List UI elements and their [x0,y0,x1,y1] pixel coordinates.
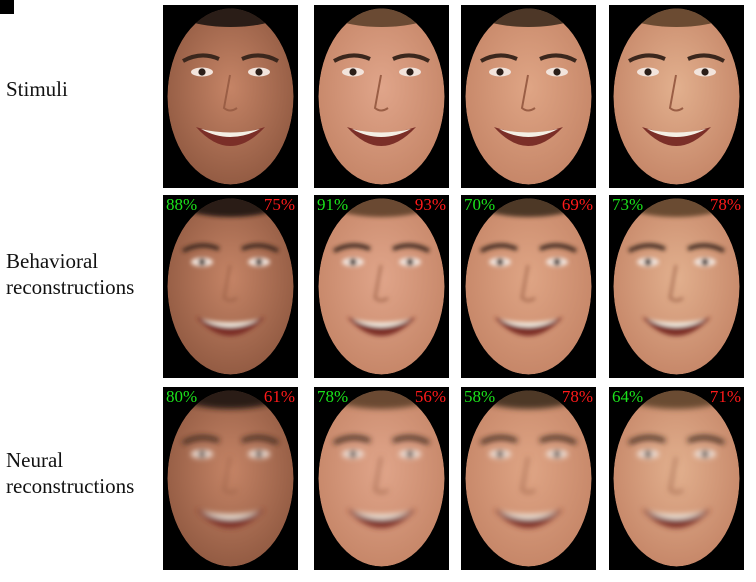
stimulus-face-1 [163,5,298,188]
neural-score-green-3: 58% [464,387,496,406]
row-label-behavioral: Behavioral reconstructions [6,249,135,299]
neural-reconstruction-2: 78% 56% [314,387,449,570]
neural-score-green-2: 78% [317,387,349,406]
row-label-neural: Neural reconstructions [6,448,135,498]
neural-reconstruction-1: 80% 61% [163,387,298,570]
neural-score-green-1: 80% [166,387,198,406]
behavioral-reconstruction-2: 91% 93% [314,195,449,378]
neural-score-red-1: 61% [263,387,295,406]
behavioral-score-green-4: 73% [612,195,644,214]
neural-score-red-3: 78% [561,387,593,406]
behavioral-reconstruction-1: 88% 75% [163,195,298,378]
behavioral-score-red-1: 75% [263,195,295,214]
neural-score-red-2: 56% [414,387,446,406]
stimulus-face-4 [609,5,744,188]
neural-reconstruction-4: 64% 71% [609,387,744,570]
neural-score-red-4: 71% [709,387,741,406]
panel-letter-fragment [0,0,14,14]
behavioral-score-green-3: 70% [464,195,496,214]
behavioral-score-green-2: 91% [317,195,349,214]
behavioral-score-red-4: 78% [709,195,741,214]
behavioral-score-red-2: 93% [414,195,446,214]
behavioral-reconstruction-3: 70% 69% [461,195,596,378]
neural-score-green-4: 64% [612,387,644,406]
row-label-stimuli: Stimuli [6,77,68,101]
behavioral-reconstruction-4: 73% 78% [609,195,744,378]
neural-reconstruction-3: 58% 78% [461,387,596,570]
stimulus-face-3 [461,5,596,188]
behavioral-score-green-1: 88% [166,195,198,214]
behavioral-score-red-3: 69% [561,195,593,214]
stimulus-face-2 [314,5,449,188]
